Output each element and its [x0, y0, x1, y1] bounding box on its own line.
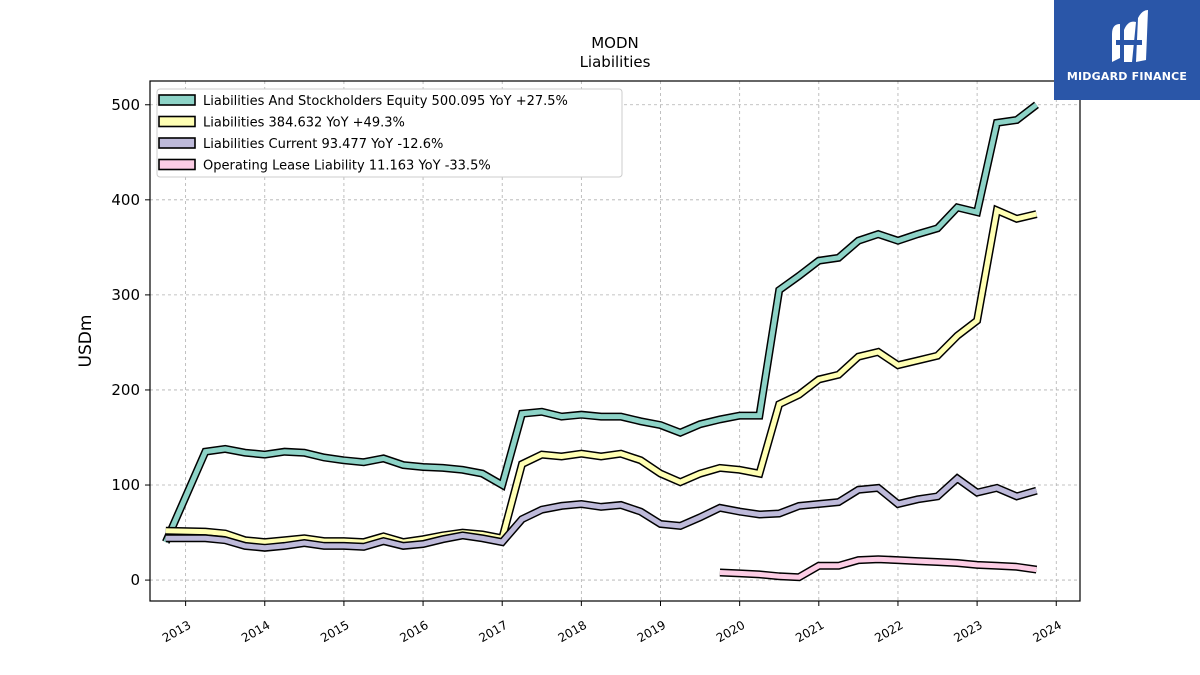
brand-logo: MIDGARD FINANCE — [1054, 0, 1200, 100]
x-tick-label: 2013 — [160, 618, 193, 645]
x-tick-label: 2014 — [239, 618, 272, 645]
legend-swatch — [158, 158, 196, 171]
logo-mark-icon — [1112, 10, 1148, 62]
x-tick-label: 2023 — [951, 618, 984, 645]
legend-swatch — [158, 94, 196, 106]
series-line — [163, 102, 1039, 544]
x-tick-label: 2024 — [1031, 618, 1064, 645]
x-tick-label: 2021 — [793, 618, 826, 645]
y-tick-label: 300 — [111, 286, 140, 304]
series-line — [719, 556, 1037, 580]
x-tick-label: 2017 — [476, 618, 509, 645]
series-line-4 — [719, 555, 1038, 582]
chart-title: MODN — [591, 34, 639, 52]
x-tick-label: 2020 — [714, 618, 747, 645]
series-outline — [165, 204, 1038, 547]
x-tick-label: 2018 — [556, 618, 589, 645]
legend-entry: Liabilities And Stockholders Equity 500.… — [203, 94, 568, 109]
y-tick-label: 100 — [111, 476, 140, 494]
y-tick-label: 400 — [111, 191, 140, 209]
legend-box — [156, 88, 623, 178]
series-line-2 — [165, 204, 1038, 547]
legend-swatch — [158, 115, 196, 128]
legend-entry: Operating Lease Liability 11.163 YoY -33… — [203, 159, 491, 174]
y-tick-label: 0 — [130, 571, 140, 589]
x-tick-label: 2022 — [872, 618, 905, 645]
series-line — [165, 475, 1038, 551]
plot-frame — [149, 80, 1081, 602]
x-tick-label: 2019 — [635, 618, 668, 645]
y-tick-label: 500 — [111, 96, 140, 114]
legend-entry: Liabilities Current 93.477 YoY -12.6% — [203, 137, 443, 152]
series-line-3 — [165, 473, 1038, 552]
y-axis-label: USDm — [76, 315, 96, 368]
series-line — [165, 206, 1038, 545]
chart-subtitle: Liabilities — [580, 53, 651, 71]
series-group — [162, 101, 1039, 582]
series-line-1 — [162, 101, 1039, 544]
legend-swatch — [158, 137, 196, 149]
legend: Liabilities And Stockholders Equity 500.… — [156, 88, 623, 178]
y-tick-label: 200 — [111, 381, 140, 399]
legend-entry: Liabilities 384.632 YoY +49.3% — [203, 116, 405, 131]
brand-name: MIDGARD FINANCE — [1066, 70, 1188, 83]
x-tick-label: 2015 — [318, 618, 351, 645]
x-tick-label: 2016 — [397, 618, 430, 645]
